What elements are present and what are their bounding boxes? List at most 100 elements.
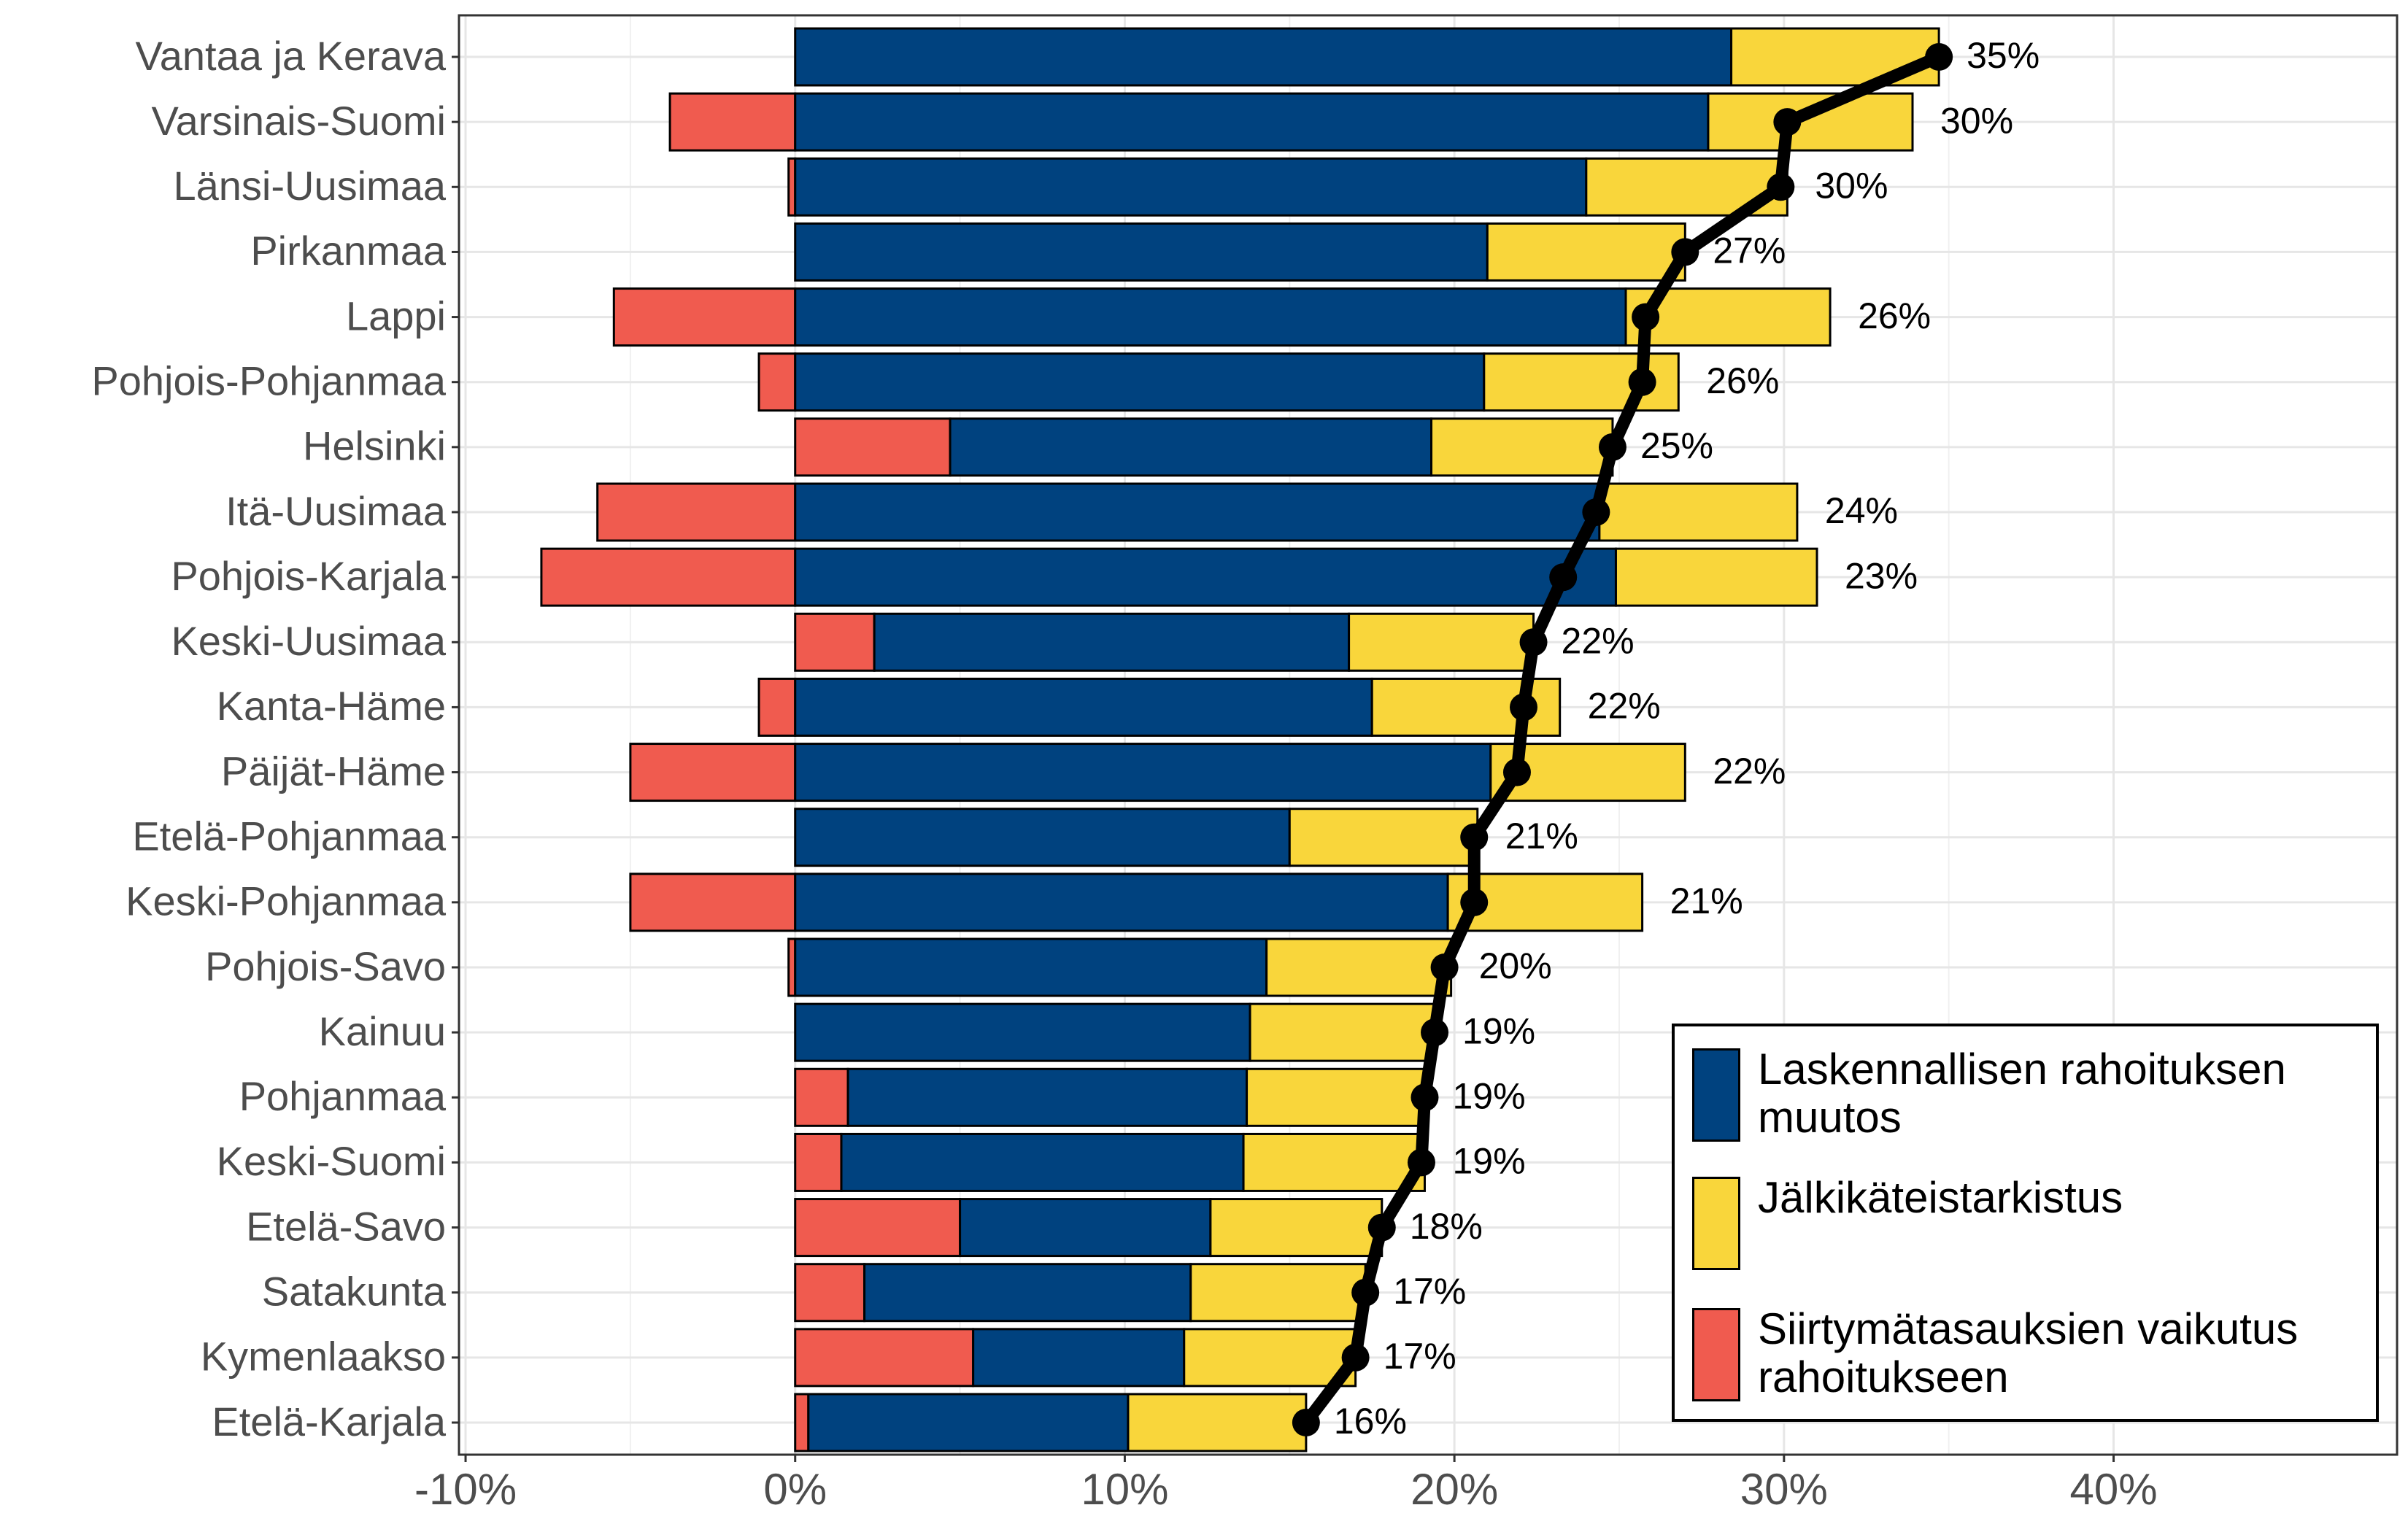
y-tick-label: Kymenlaakso [201,1334,446,1380]
total-point [1292,1409,1320,1436]
bar [612,287,797,347]
value-label: 16% [1334,1401,1407,1442]
bar [757,352,797,412]
y-tick-label: Kainuu [319,1008,446,1054]
bar [794,1263,866,1323]
value-label: 19% [1462,1010,1535,1051]
bar [794,482,1601,542]
bar [540,547,797,607]
value-label: 25% [1640,425,1713,466]
bar [807,1393,1130,1452]
total-point [1460,823,1489,851]
value-label: 23% [1845,555,1918,596]
total-point [1582,498,1610,526]
bar [668,92,797,152]
value-label: 18% [1410,1206,1483,1247]
x-tick-label: -10% [414,1465,517,1514]
total-point [1519,628,1548,657]
bar [972,1328,1186,1388]
legend-swatch [1692,1048,1740,1142]
bar [794,92,1710,152]
value-label: 22% [1562,620,1635,661]
y-tick-label: Satakunta [262,1269,447,1315]
plot-border [458,14,2399,1456]
legend-label: Jälkikäteistarkistus [1758,1173,2123,1222]
total-point [1925,43,1953,71]
value-label: 26% [1858,295,1931,336]
bar [794,1132,843,1192]
bar [794,743,1492,802]
bar [959,1198,1212,1258]
bar [794,937,1268,997]
bar [794,1198,962,1258]
bar [1598,482,1799,542]
y-tick-label: Pohjois-Karjala [171,553,446,599]
bar [1246,1067,1426,1127]
bar [794,287,1627,347]
bar [1209,1198,1384,1258]
x-tick-label: 20% [1411,1465,1498,1514]
total-point [1628,368,1656,396]
value-label: 20% [1479,945,1552,986]
bar [794,222,1489,282]
bar [1249,1002,1436,1062]
bar [794,1393,810,1452]
bar [794,677,1373,737]
y-tick-label: Lappi [346,293,446,338]
y-tick-label: Pirkanmaa [250,228,447,274]
bar [794,1328,975,1388]
y-tick-label: Kanta-Häme [217,683,446,729]
value-label: 17% [1384,1336,1456,1377]
value-label: 19% [1452,1075,1525,1116]
value-label: 22% [1588,686,1661,727]
legend-swatch [1692,1177,1740,1270]
value-label: 21% [1670,881,1743,921]
bar [794,352,1486,412]
value-label: 21% [1505,816,1578,856]
bar [794,1002,1251,1062]
bar [1183,1328,1357,1388]
total-point [1549,563,1578,592]
total-point [1407,1148,1435,1177]
bar [840,1132,1245,1192]
total-point [1773,108,1802,136]
bar [794,808,1291,867]
total-point [1430,953,1459,981]
total-point [1598,433,1626,461]
total-point [1341,1343,1370,1372]
bar [794,157,1588,217]
legend-label: Laskennallisen rahoituksen muutos [1758,1045,2286,1142]
y-tick-label: Keski-Uusimaa [171,618,446,664]
legend: Laskennallisen rahoituksen muutos Jälkikä… [1672,1024,2379,1422]
total-point [1632,303,1660,331]
bar [863,1263,1192,1323]
bar [1288,808,1479,867]
bar [846,1067,1249,1127]
y-tick-label: Pohjois-Pohjanmaa [91,358,446,404]
bar [1430,417,1614,477]
bar [757,677,797,737]
bar [1707,92,1914,152]
total-point [1767,173,1795,201]
bar [794,417,952,477]
bar [949,417,1433,477]
value-label: 35% [1967,35,2040,76]
y-tick-label: Helsinki [303,423,446,469]
value-label: 19% [1452,1141,1525,1182]
x-tick-label: 40% [2069,1465,2157,1514]
bar [629,873,797,932]
y-tick-label: Varsinais-Suomi [151,98,446,144]
value-label: 22% [1713,751,1786,792]
bar [1348,612,1535,672]
y-tick-label: Pohjois-Savo [205,943,446,989]
y-tick-label: Etelä-Savo [246,1203,446,1249]
value-label: 24% [1825,490,1898,531]
bar [629,743,797,802]
x-tick-label: 10% [1081,1465,1168,1514]
bar [794,873,1449,932]
total-point [1671,238,1699,266]
y-tick-label: Päijät-Häme [221,748,446,794]
bar [1242,1132,1426,1192]
